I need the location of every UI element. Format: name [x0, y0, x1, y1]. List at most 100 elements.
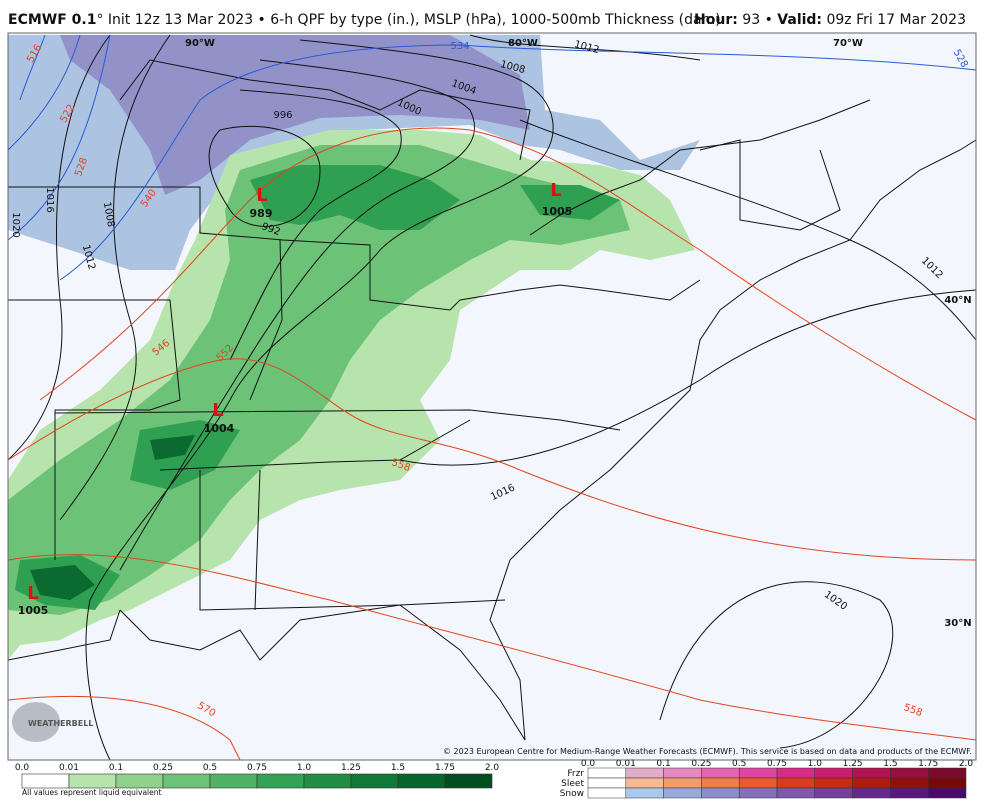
grid-label: 80°W: [508, 38, 538, 49]
isobar: [7, 34, 111, 461]
thickness-line: [19, 34, 46, 101]
thickness-line: [7, 34, 111, 241]
type-tick-label: 0.01: [616, 759, 636, 769]
border-line: [199, 470, 506, 611]
blue-thickness-lines: [7, 34, 977, 281]
type-tick-label: 1.5: [883, 759, 897, 769]
type-swatch: [663, 777, 702, 789]
type-swatch: [927, 787, 967, 799]
type-swatch: [738, 777, 778, 789]
border-line: [8, 299, 181, 560]
type-swatch: [890, 777, 929, 789]
heaviest-rain-area: [30, 435, 195, 600]
qpf-swatch: [209, 773, 258, 789]
type-swatch: [701, 777, 740, 789]
type-swatch: [852, 787, 891, 799]
border-line: [254, 469, 261, 611]
type-swatch: [701, 767, 740, 779]
type-tick-label: 0.25: [691, 759, 711, 769]
qpf-tick-label: 1.5: [391, 763, 405, 773]
isobar-label: 1020: [10, 212, 21, 237]
header-right: Hour: 93 • Valid: 09z Fri 17 Mar 2023: [694, 12, 966, 28]
type-tick-label: 0.0: [581, 759, 596, 769]
isobar: [229, 89, 402, 361]
low-pressure: 1004: [204, 422, 235, 435]
thickness-line: [7, 554, 977, 741]
type-swatch: [625, 787, 664, 799]
valid: 09z Fri 17 Mar 2023: [826, 12, 966, 28]
qpf-tick-label: 0.0: [15, 763, 30, 773]
header: ECMWF 0.1° Init 12z 13 Mar 2023 • 6-h QP…: [0, 0, 984, 33]
isobar: [469, 34, 701, 61]
type-swatch: [587, 777, 627, 789]
isobar-1020: [659, 581, 893, 749]
qpf-tick-label: 0.25: [153, 763, 173, 773]
type-swatch: [852, 767, 891, 779]
type-swatch: [776, 787, 816, 799]
low-letter: L: [550, 180, 561, 201]
isobar: [85, 39, 554, 761]
legend-note: All values represent liquid equivalent: [22, 788, 161, 797]
copyright: © 2023 European Centre for Medium-Range …: [443, 747, 972, 756]
hour-label: Hour:: [694, 12, 738, 28]
thickness-line: [39, 127, 977, 421]
qpf-tick-label: 2.0: [485, 763, 500, 773]
type-tick-label: 0.5: [732, 759, 746, 769]
borders: [7, 59, 977, 749]
type-swatch: [625, 767, 664, 779]
type-swatch: [814, 767, 853, 779]
thickness-line: [7, 358, 977, 561]
qpf-swatch: [444, 773, 493, 789]
type-tick-label: 1.75: [918, 759, 938, 769]
grid-label: 40°N: [944, 295, 971, 306]
low-pressure: 1005: [18, 604, 49, 617]
border-line: [119, 59, 531, 161]
coastline: [7, 609, 121, 661]
grid-label: 30°N: [944, 618, 971, 629]
border-line: [249, 239, 283, 401]
thickness-line: [59, 44, 977, 281]
thickness-line: [7, 695, 241, 761]
border-line: [8, 186, 701, 311]
low-pressure: 989: [250, 207, 273, 220]
qpf-swatch: [350, 773, 399, 789]
border-line: [529, 99, 871, 236]
qpf-swatch: [303, 773, 352, 789]
type-tick-label: 0.75: [767, 759, 787, 769]
qpf-swatch: [21, 773, 70, 789]
border-line: [159, 419, 471, 471]
type-swatch: [663, 767, 702, 779]
grid-label: 70°W: [833, 38, 863, 49]
type-swatch: [738, 787, 778, 799]
type-swatch: [927, 767, 967, 779]
type-name: Sleet: [561, 779, 584, 789]
model: ECMWF 0.1: [8, 12, 97, 28]
low-letter: L: [212, 400, 223, 421]
description: ° Init 12z 13 Mar 2023 • 6-h QPF by type…: [96, 12, 721, 28]
border-line: [699, 139, 841, 231]
low-letter: L: [256, 185, 267, 206]
isobar-label: 1016: [44, 187, 55, 212]
type-tick-label: 2.0: [959, 759, 974, 769]
moderate-rain-area: [8, 145, 630, 615]
qpf-tick-label: 1.0: [297, 763, 312, 773]
qpf-tick-label: 0.5: [203, 763, 217, 773]
hour: 93: [742, 12, 761, 28]
type-swatch: [890, 767, 929, 779]
qpf-tick-label: 0.1: [109, 763, 123, 773]
thickness-line: [7, 34, 81, 151]
isobar: [519, 119, 977, 341]
type-tick-label: 0.1: [656, 759, 670, 769]
isobar-label: 996: [273, 110, 292, 121]
type-swatch: [701, 787, 740, 799]
qpf-tick-label: 1.25: [341, 763, 361, 773]
qpf-swatch: [162, 773, 211, 789]
type-tick-label: 1.0: [808, 759, 823, 769]
grid-label: 90°W: [185, 38, 215, 49]
coastline: [119, 139, 977, 741]
border-line: [54, 409, 621, 431]
qpf-tick-label: 0.01: [59, 763, 79, 773]
isobar: [208, 125, 321, 227]
